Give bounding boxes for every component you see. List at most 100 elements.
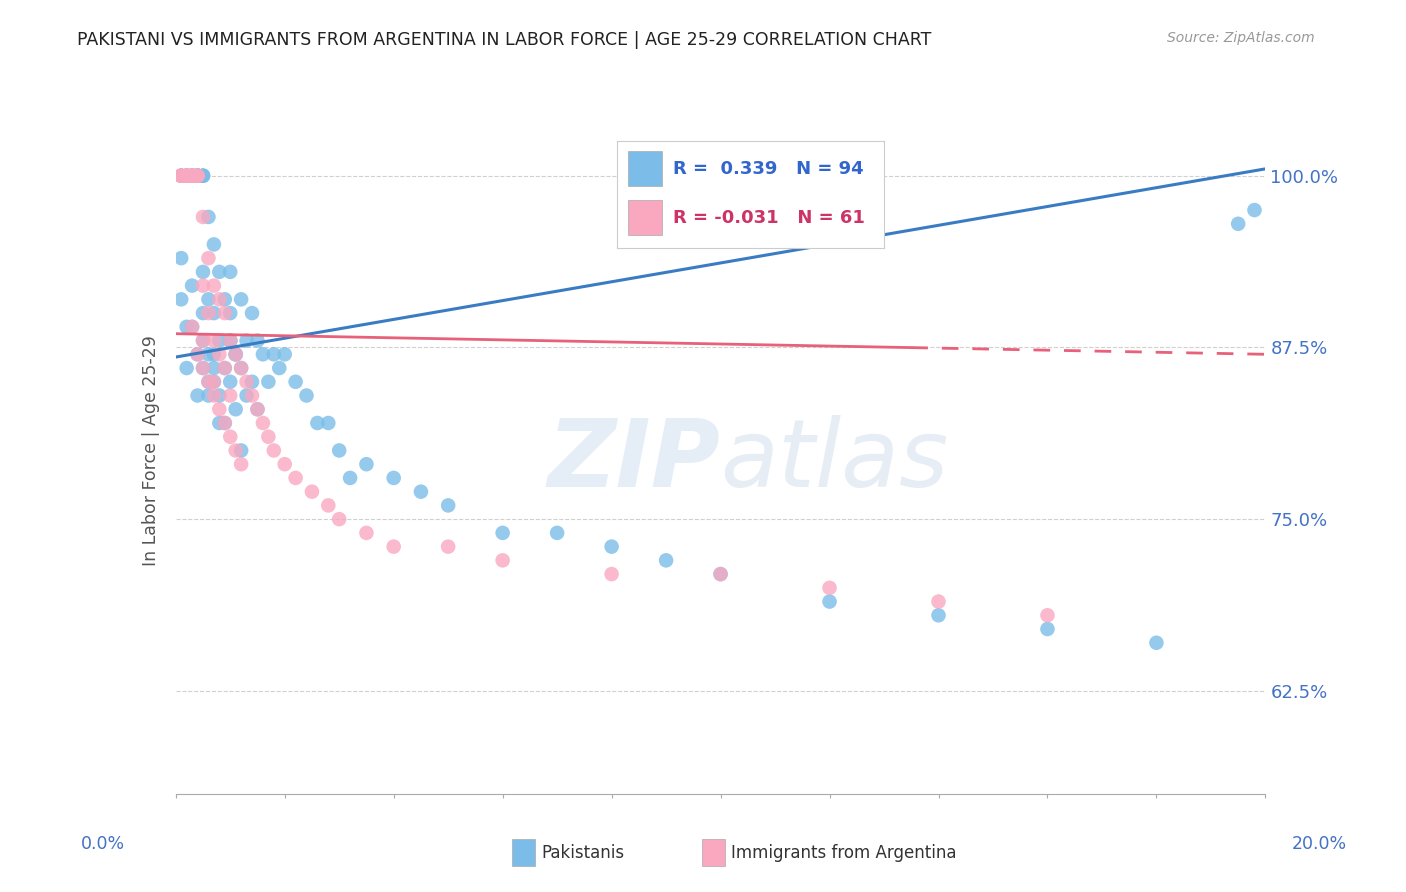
Point (197, 375, 219, 389)
Point (409, 484, 432, 499)
Point (181, 319, 204, 334)
Point (269, 361, 291, 376)
Point (356, 457, 378, 471)
Text: 0.0%: 0.0% (80, 835, 125, 853)
Point (214, 293, 236, 307)
Point (257, 375, 280, 389)
Point (818, 581, 841, 595)
Point (214, 306, 236, 320)
Point (197, 293, 219, 307)
Point (191, 306, 214, 320)
Point (225, 402, 247, 417)
Point (246, 334, 269, 348)
Point (600, 567, 623, 582)
Point (197, 388, 219, 402)
Point (710, 567, 733, 582)
Point (437, 540, 460, 554)
Point (186, 169, 209, 183)
Point (219, 334, 242, 348)
Point (181, 319, 204, 334)
Point (208, 388, 231, 402)
Point (181, 169, 204, 183)
Point (191, 278, 214, 293)
Point (181, 169, 204, 183)
Point (214, 361, 236, 376)
Point (181, 169, 204, 183)
Point (231, 361, 253, 376)
Point (307, 416, 329, 430)
Point (197, 210, 219, 224)
Point (176, 169, 198, 183)
Point (186, 169, 209, 183)
Point (202, 278, 225, 293)
Point (191, 334, 214, 348)
Point (176, 169, 198, 183)
Point (546, 525, 568, 540)
Point (202, 334, 225, 348)
Point (295, 388, 318, 402)
Point (170, 169, 193, 183)
Point (208, 402, 231, 417)
Point (231, 457, 253, 471)
Point (274, 457, 297, 471)
Point (214, 416, 236, 430)
Point (170, 169, 193, 183)
Point (181, 169, 204, 183)
Point (208, 265, 231, 279)
Point (219, 430, 242, 444)
Point (219, 388, 242, 402)
Text: 20.0%: 20.0% (1291, 835, 1347, 853)
Point (231, 361, 253, 376)
Point (202, 361, 225, 376)
Point (225, 443, 247, 458)
Point (176, 169, 198, 183)
Point (328, 443, 350, 458)
Point (240, 388, 263, 402)
Point (600, 540, 623, 554)
Point (263, 347, 285, 361)
Point (170, 293, 193, 307)
Bar (702, 839, 725, 866)
Point (181, 169, 204, 183)
Point (252, 416, 274, 430)
Point (176, 169, 198, 183)
Point (710, 567, 733, 582)
Point (197, 306, 219, 320)
Point (186, 347, 209, 361)
Point (246, 402, 269, 417)
Point (208, 416, 231, 430)
Point (301, 484, 323, 499)
Point (197, 251, 219, 265)
Point (191, 334, 214, 348)
Point (1243, 203, 1265, 218)
Text: Immigrants from Argentina: Immigrants from Argentina (731, 844, 956, 862)
Point (214, 416, 236, 430)
Point (181, 169, 204, 183)
Point (181, 169, 204, 183)
Point (176, 169, 198, 183)
Point (176, 319, 198, 334)
Point (202, 375, 225, 389)
Point (1036, 622, 1059, 636)
Point (191, 361, 214, 376)
Point (356, 525, 378, 540)
Point (191, 361, 214, 376)
Point (339, 471, 361, 485)
Point (202, 347, 225, 361)
Point (492, 525, 515, 540)
Point (191, 169, 214, 183)
Point (252, 347, 274, 361)
Point (170, 169, 193, 183)
Point (257, 430, 280, 444)
Text: Pakistanis: Pakistanis (541, 844, 624, 862)
Text: Source: ZipAtlas.com: Source: ZipAtlas.com (1167, 31, 1315, 45)
Point (186, 169, 209, 183)
Point (181, 169, 204, 183)
Point (170, 251, 193, 265)
Point (235, 375, 257, 389)
Point (284, 375, 307, 389)
Y-axis label: In Labor Force | Age 25-29: In Labor Force | Age 25-29 (142, 335, 160, 566)
Point (202, 237, 225, 252)
Point (1144, 636, 1167, 650)
Point (208, 293, 231, 307)
